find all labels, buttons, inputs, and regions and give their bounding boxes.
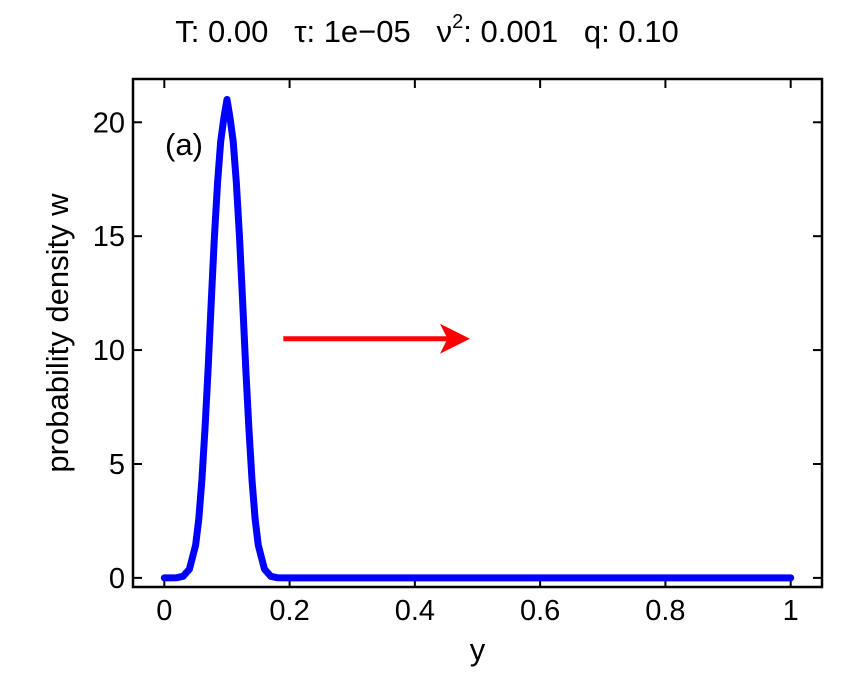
y-tick-label: 20 [93, 107, 125, 139]
x-tick-label: 0.4 [395, 595, 435, 627]
y-tick-label: 15 [93, 221, 125, 253]
title-T-label: T: [175, 14, 200, 49]
title-nu-separator: : [463, 14, 472, 49]
chart-title: T: 0.00 τ: 1e−05 ν2: 0.001 q: 0.10 [0, 11, 854, 50]
y-axis-label: probability density w [40, 193, 75, 473]
title-tau-value: 1e−05 [323, 14, 411, 49]
title-nu-exponent: 2 [452, 11, 464, 33]
plot-frame [131, 77, 824, 589]
title-tau-label: τ: [294, 14, 316, 49]
y-tick-label: 10 [93, 335, 125, 367]
title-nu-label: ν [436, 14, 453, 49]
y-tick-label: 5 [109, 449, 125, 481]
title-T-value: 0.00 [208, 14, 269, 49]
series-layer [160, 96, 795, 582]
title-q-label: q: [583, 14, 610, 49]
title-q-value: 0.10 [618, 14, 679, 49]
x-tick-label: 0 [156, 595, 172, 627]
x-tick-label: 0.2 [269, 595, 309, 627]
x-tick-label: 1 [783, 595, 799, 627]
x-axis-label: y [470, 632, 486, 667]
x-tick-label: 0.8 [645, 595, 685, 627]
series-line [160, 96, 795, 582]
y-tick-label: 0 [109, 563, 125, 595]
panel-label: (a) [165, 127, 203, 162]
x-tick-label: 0.6 [520, 595, 560, 627]
title-nu-value: 0.001 [480, 14, 559, 49]
